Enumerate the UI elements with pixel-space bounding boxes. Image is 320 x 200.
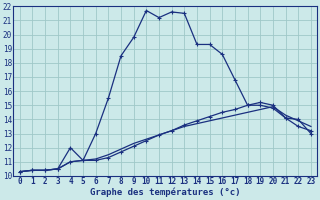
X-axis label: Graphe des températures (°c): Graphe des températures (°c) xyxy=(90,188,241,197)
